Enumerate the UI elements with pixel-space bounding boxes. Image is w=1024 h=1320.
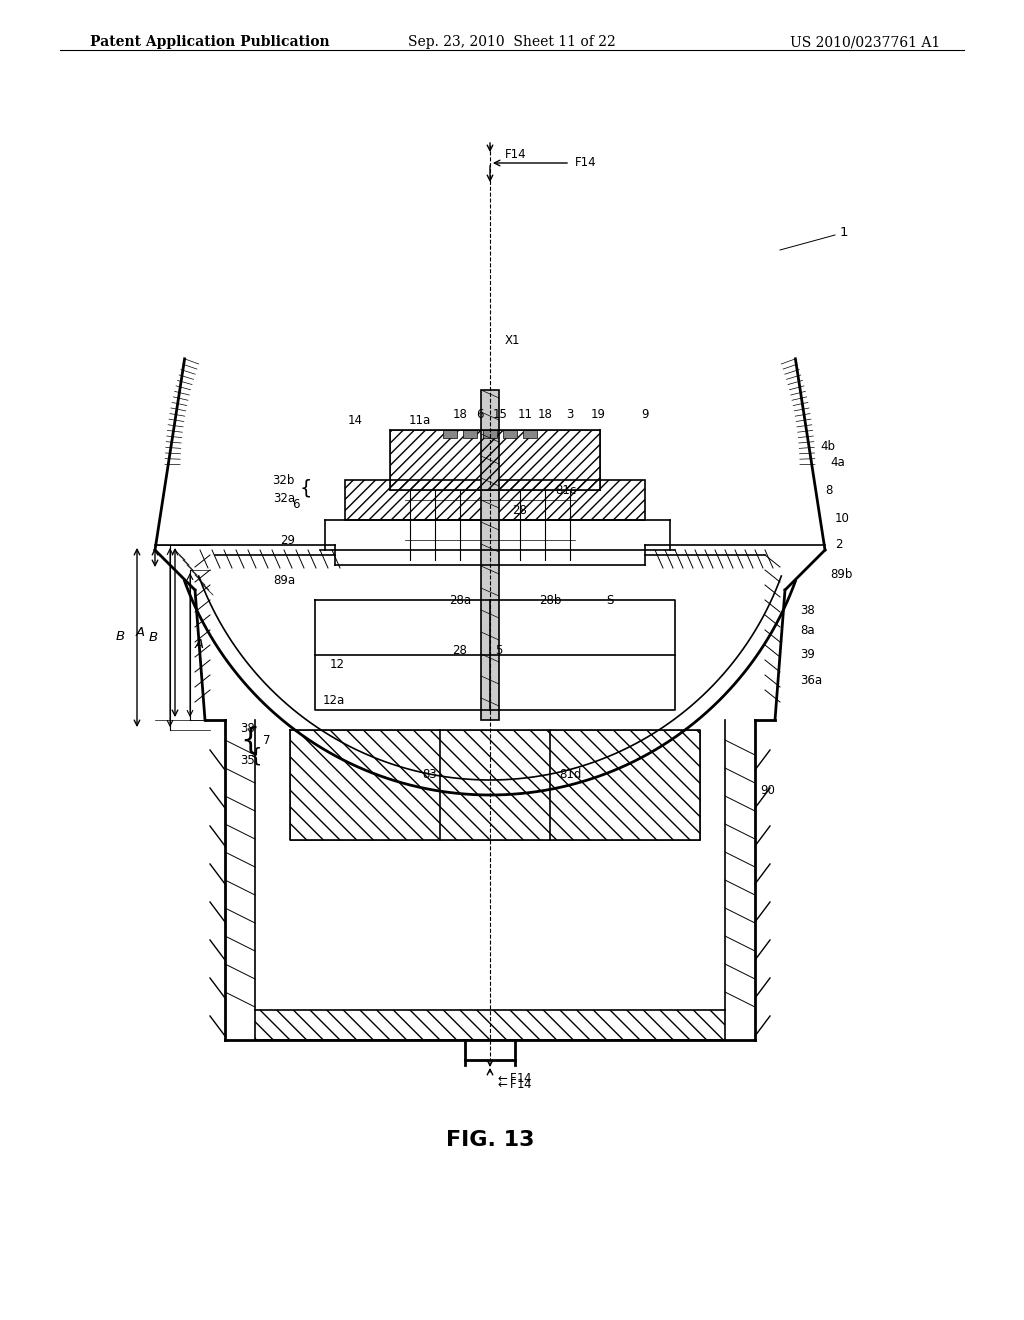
Text: 28b: 28b	[539, 594, 561, 606]
Text: 9: 9	[641, 408, 649, 421]
Text: F14: F14	[575, 157, 597, 169]
Text: 39: 39	[800, 648, 815, 661]
Text: FIG. 13: FIG. 13	[445, 1130, 535, 1150]
Text: 83: 83	[423, 768, 437, 781]
Text: 14: 14	[347, 413, 362, 426]
Text: 10: 10	[835, 511, 850, 524]
Text: 7: 7	[262, 734, 270, 747]
Text: 3: 3	[566, 408, 573, 421]
Text: 11: 11	[517, 408, 532, 421]
Text: 8a: 8a	[800, 623, 815, 636]
Text: 35: 35	[241, 754, 255, 767]
Text: B: B	[116, 631, 125, 644]
Text: 18: 18	[453, 408, 467, 421]
Text: 18: 18	[538, 408, 552, 421]
Text: {: {	[250, 747, 262, 766]
Bar	[463, 430, 477, 438]
Text: 4b: 4b	[820, 441, 835, 454]
Text: A: A	[195, 639, 204, 652]
Bar	[255, 1010, 725, 1040]
Text: 38: 38	[241, 722, 255, 734]
Bar	[483, 430, 497, 438]
Text: 32b: 32b	[272, 474, 295, 487]
Text: 36a: 36a	[800, 673, 822, 686]
Text: {: {	[241, 726, 260, 755]
Text: {: {	[300, 479, 312, 498]
Text: 29: 29	[280, 533, 295, 546]
Text: 28a: 28a	[449, 594, 471, 606]
Text: 15: 15	[493, 408, 508, 421]
Text: 28: 28	[513, 503, 527, 516]
Text: 5: 5	[495, 644, 503, 656]
Text: 32a: 32a	[272, 491, 295, 504]
Bar	[390, 430, 600, 490]
Text: $\leftarrow$F14: $\leftarrow$F14	[495, 1078, 532, 1092]
Text: 6: 6	[293, 499, 300, 511]
Text: 89a: 89a	[272, 573, 295, 586]
Text: 6: 6	[476, 408, 483, 421]
Text: B: B	[148, 631, 158, 644]
Text: 2: 2	[835, 539, 843, 552]
Bar	[503, 430, 517, 438]
Text: 38: 38	[800, 603, 815, 616]
Text: X1: X1	[505, 334, 520, 346]
Text: Patent Application Publication: Patent Application Publication	[90, 36, 330, 49]
Text: 4a: 4a	[830, 455, 845, 469]
Text: 12a: 12a	[323, 693, 345, 706]
Text: F14: F14	[505, 149, 526, 161]
Text: 12: 12	[330, 659, 345, 672]
Text: Sep. 23, 2010  Sheet 11 of 22: Sep. 23, 2010 Sheet 11 of 22	[409, 36, 615, 49]
Text: 8: 8	[825, 483, 833, 496]
Bar	[290, 730, 700, 840]
Bar	[481, 389, 499, 719]
Text: 90: 90	[760, 784, 775, 796]
Text: 28: 28	[453, 644, 467, 656]
Bar	[523, 430, 537, 438]
Text: 11a: 11a	[409, 413, 431, 426]
Bar	[345, 480, 645, 520]
Text: 89b: 89b	[830, 569, 852, 582]
Text: US 2010/0237761 A1: US 2010/0237761 A1	[790, 36, 940, 49]
Text: 81c: 81c	[555, 483, 577, 496]
Text: $\leftarrow$F14: $\leftarrow$F14	[495, 1072, 532, 1085]
Text: A: A	[135, 626, 144, 639]
Text: 1: 1	[840, 226, 849, 239]
Text: 81d: 81d	[559, 768, 582, 781]
Text: 19: 19	[591, 408, 605, 421]
Text: S: S	[606, 594, 613, 606]
Bar	[443, 430, 457, 438]
